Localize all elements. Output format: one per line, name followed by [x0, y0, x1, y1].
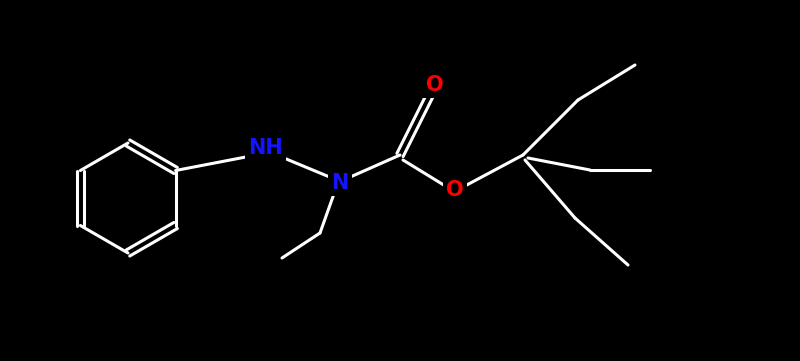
Text: NH: NH [248, 138, 282, 158]
Text: N: N [331, 173, 349, 193]
Text: O: O [446, 180, 464, 200]
Text: O: O [426, 75, 444, 95]
